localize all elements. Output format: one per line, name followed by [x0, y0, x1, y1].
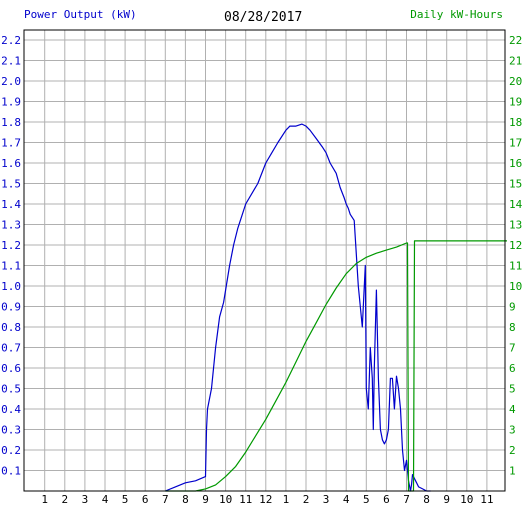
right-tick-label: 3: [509, 424, 516, 437]
series-layer: [165, 123, 507, 492]
left-tick-label: 1.8: [1, 116, 21, 129]
left-tick-label: 1.4: [1, 198, 21, 211]
right-tick-label: 14: [509, 198, 523, 211]
x-tick-label: 2: [303, 493, 310, 506]
x-axis-ticks: 1 2 3 4 5 6 7 8 9 10 11 12 1 2 3 4 5 6 7 8 9 10 11: [41, 493, 493, 506]
right-tick-label: 10: [509, 280, 522, 293]
x-tick-label: 6: [142, 493, 149, 506]
right-tick-label: 20: [509, 75, 522, 88]
x-tick-label: 6: [383, 493, 390, 506]
left-tick-label: 0.8: [1, 321, 21, 334]
right-tick-label: 21: [509, 55, 522, 68]
left-tick-label: 0.5: [1, 383, 21, 396]
left-tick-label: 0.1: [1, 465, 21, 478]
chart-date-title: 08/28/2017: [224, 10, 303, 25]
left-tick-label: 1.1: [1, 260, 21, 273]
x-tick-label: 10: [460, 493, 473, 506]
right-tick-label: 17: [509, 137, 522, 150]
power-output-line: [165, 123, 431, 492]
right-tick-label: 9: [509, 301, 516, 314]
right-tick-label: 7: [509, 342, 516, 355]
x-tick-label: 3: [82, 493, 89, 506]
x-tick-label: 12: [259, 493, 272, 506]
x-tick-label: 8: [423, 493, 430, 506]
x-tick-label: 11: [480, 493, 493, 506]
x-tick-label: 5: [122, 493, 129, 506]
left-tick-label: 1.3: [1, 219, 21, 232]
right-tick-label: 4: [509, 403, 516, 416]
x-tick-label: 4: [343, 493, 350, 506]
right-tick-label: 2: [509, 444, 516, 457]
left-tick-label: 0.7: [1, 342, 21, 355]
x-tick-label: 10: [219, 493, 232, 506]
left-tick-label: 1.6: [1, 157, 21, 170]
x-tick-label: 1: [41, 493, 48, 506]
left-tick-label: 2.1: [1, 55, 21, 68]
x-tick-label: 7: [162, 493, 169, 506]
x-tick-label: 9: [443, 493, 450, 506]
left-axis-ticks: 0.1 0.2 0.3 0.4 0.5 0.6 0.7 0.8 0.9 1.0 1.1 1.2 1.3 1…: [1, 34, 21, 478]
x-tick-label: 1: [283, 493, 290, 506]
left-tick-label: 0.9: [1, 301, 21, 314]
right-tick-label: 16: [509, 157, 522, 170]
left-tick-label: 2.0: [1, 75, 21, 88]
right-tick-label: 8: [509, 321, 516, 334]
right-tick-label: 1: [509, 465, 516, 478]
x-tick-label: 9: [202, 493, 209, 506]
right-tick-label: 19: [509, 96, 522, 109]
left-axis-title: Power Output (kW): [24, 8, 137, 21]
x-tick-label: 2: [61, 493, 68, 506]
left-tick-label: 2.2: [1, 34, 21, 47]
left-tick-label: 1.9: [1, 96, 21, 109]
x-tick-label: 8: [182, 493, 189, 506]
daily-kwh-line: [165, 240, 507, 492]
x-tick-label: 7: [403, 493, 410, 506]
left-tick-label: 0.2: [1, 444, 21, 457]
right-tick-label: 15: [509, 178, 522, 191]
left-tick-label: 0.6: [1, 362, 21, 375]
left-tick-label: 1.5: [1, 178, 21, 191]
x-tick-label: 5: [363, 493, 370, 506]
x-tick-label: 11: [239, 493, 252, 506]
right-tick-label: 12: [509, 239, 522, 252]
chart-grid: [24, 30, 505, 491]
right-tick-label: 18: [509, 116, 522, 129]
x-tick-label: 4: [102, 493, 109, 506]
right-tick-label: 22: [509, 34, 522, 47]
left-tick-label: 1.2: [1, 239, 21, 252]
right-tick-label: 5: [509, 383, 516, 396]
right-tick-label: 13: [509, 219, 522, 232]
right-tick-label: 11: [509, 260, 522, 273]
right-tick-label: 6: [509, 362, 516, 375]
x-tick-label: 3: [323, 493, 330, 506]
left-tick-label: 0.3: [1, 424, 21, 437]
left-tick-label: 1.0: [1, 280, 21, 293]
left-tick-label: 0.4: [1, 403, 21, 416]
plot-frame: [23, 29, 506, 492]
right-axis-title: Daily kW-Hours: [410, 8, 503, 21]
left-tick-label: 1.7: [1, 137, 21, 150]
